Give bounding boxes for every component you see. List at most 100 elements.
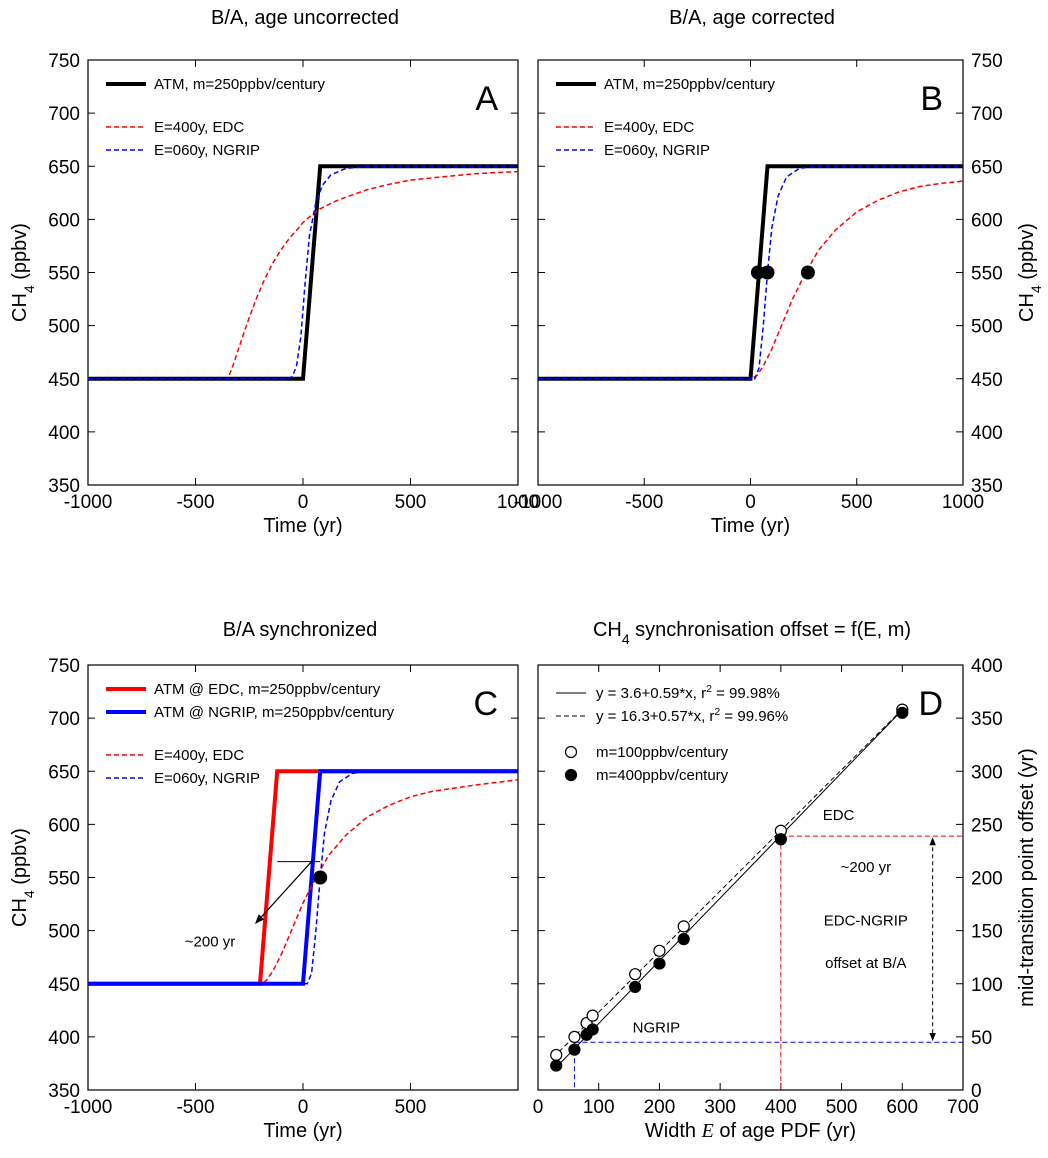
series-line [88,769,518,986]
fit-line [552,705,906,1058]
plot-area [552,705,963,1090]
series-line [88,770,518,985]
legend-marker [564,745,578,759]
x-tick-label: 500 [395,1097,427,1118]
legend-label: E=400y, EDC [154,747,244,764]
x-axis-label: Time (yr) [263,1120,342,1142]
y-tick-label: 700 [48,709,80,730]
data-point [653,944,666,957]
legend-marker [564,768,578,782]
panel-c: B/A synchronized -1000 -500 0 500 350 400 450 50… [9,619,519,1142]
plot-area [538,164,963,381]
series-line [88,165,518,380]
chart-title: CH4 synchronisation offset = f(E, m) [593,619,911,647]
legend-label: E=060y, NGRIP [154,142,260,159]
y-tick-label: 100 [971,975,1003,996]
x-axis-label: Time (yr) [263,515,342,537]
x-tick-label: 200 [644,1097,676,1118]
panel-letter: C [473,685,498,723]
transition-marker [313,870,328,885]
chart-title: B/A, age uncorrected [211,7,399,29]
y-tick-label: 400 [971,423,1003,444]
y-tick-label: 250 [971,815,1003,836]
series-line [88,164,518,381]
y-tick-label: 200 [971,869,1003,890]
plot-frame [537,59,964,486]
panel-letter: B [920,80,943,118]
y-tick-label: 450 [48,370,80,391]
y-axis-label: CH4 (ppbv) [9,223,37,322]
x-tick-label: 0 [298,492,309,513]
y-tick-label: 350 [48,1081,80,1102]
y-tick-label: 450 [971,370,1003,391]
data-point [677,933,690,946]
chart-title: B/A synchronized [223,619,378,641]
data-point [550,1048,563,1062]
data-point [629,968,642,981]
x-tick-label: 600 [886,1097,918,1118]
y-tick-label: 350 [971,709,1003,730]
y-tick-label: 600 [48,210,80,231]
fit-line [552,706,906,1071]
x-tick-label: 1000 [497,492,539,513]
y-tick-label: 650 [971,157,1003,178]
reference-label: NGRIP [633,1020,681,1037]
legend-label: ATM @ NGRIP, m=250ppbv/century [154,704,395,721]
x-tick-label: -500 [625,492,663,513]
plot-area [88,769,518,986]
x-tick-label: 500 [841,492,873,513]
y-tick-label: 50 [971,1028,992,1049]
legend-label: ATM @ EDC, m=250ppbv/century [154,681,381,698]
data-point [653,957,666,970]
y-tick-label: 700 [971,104,1003,125]
x-tick-label: 400 [765,1097,797,1118]
series-line [538,164,963,381]
x-tick-label: 0 [533,1097,544,1118]
panel-a: B/A, age uncorrected -1000 -500 0 500 1000 350… [9,7,539,537]
y-axis-label: CH4 (ppbv) [9,828,37,927]
series-line [88,779,518,985]
x-tick-label: -1000 [64,492,113,513]
y-tick-label: 650 [48,157,80,178]
offset-label: ~200 yr [185,934,235,951]
plot-area [88,164,518,381]
y-tick-label: 500 [48,317,80,338]
y-axis-label: CH4 (ppbv) [1016,223,1044,322]
data-point [568,1030,581,1043]
x-tick-label: 500 [395,492,427,513]
panel-d: CH4 synchronisation offset = f(E, m) 0 100… [533,619,1038,1142]
data-point [677,920,690,933]
y-tick-label: 400 [48,423,80,444]
panel-letter: A [475,80,498,118]
y-tick-label: 450 [48,975,80,996]
x-tick-label: 700 [947,1097,979,1118]
chart-title: B/A, age corrected [669,7,835,29]
data-point [896,706,909,719]
x-tick-label: -1000 [64,1097,113,1118]
offset-label: ~200 yr [841,859,891,876]
data-point [568,1043,581,1056]
legend-label: E=400y, EDC [154,119,244,136]
y-tick-label: 550 [48,264,80,285]
transition-marker [760,265,775,280]
y-tick-label: 300 [971,762,1003,783]
series-line [88,170,518,380]
legend-label: m=400ppbv/century [596,767,729,784]
legend-label: E=060y, NGRIP [604,142,710,159]
y-tick-label: 600 [48,815,80,836]
series-line [538,180,963,380]
offset-label: offset at B/A [825,955,906,972]
y-tick-label: 350 [971,476,1003,497]
legend-label: E=400y, EDC [604,119,694,136]
x-tick-label: 1000 [942,492,984,513]
y-tick-label: 500 [48,922,80,943]
y-tick-label: 0 [971,1081,982,1102]
data-point [586,1009,599,1022]
plot-frame [87,59,519,486]
series-line [88,769,518,986]
data-point [629,980,642,994]
x-tick-label: 500 [826,1097,858,1118]
fit-legend-label: y = 16.3+0.57*x, r2 = 99.96% [596,706,788,725]
reference-label: EDC [823,807,855,824]
